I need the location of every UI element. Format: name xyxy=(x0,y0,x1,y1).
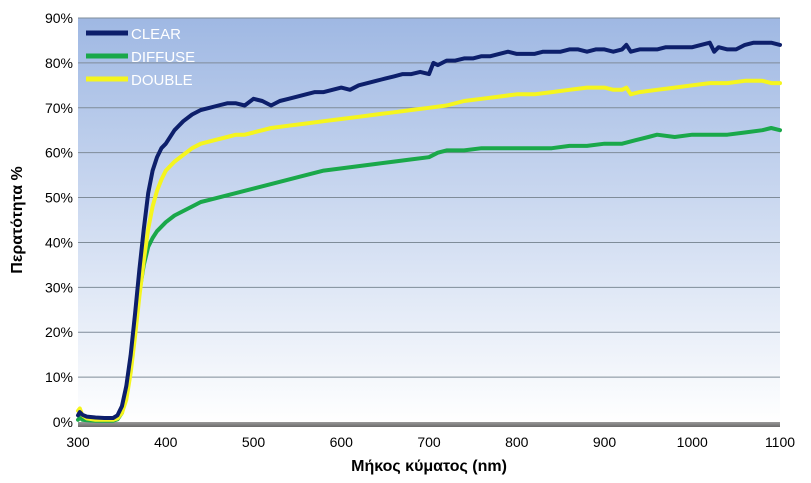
y-tick-label-10: 10% xyxy=(45,369,73,385)
series-line-double xyxy=(76,78,782,422)
y-tick-label-0: 0% xyxy=(53,414,73,430)
legend-label-diffuse: DIFFUSE xyxy=(131,49,195,66)
y-tick-label-90: 90% xyxy=(45,10,73,26)
y-tick-label-80: 80% xyxy=(45,55,73,71)
x-tick-label-400: 400 xyxy=(154,434,178,450)
x-tick-label-1000: 1000 xyxy=(677,434,708,450)
x-tick-label-900: 900 xyxy=(593,434,617,450)
x-axis-title: Μήκος κύματος (nm) xyxy=(351,458,507,475)
y-tick-label-60: 60% xyxy=(45,145,73,161)
legend-label-clear: CLEAR xyxy=(131,26,181,43)
y-tick-label-30: 30% xyxy=(45,279,73,295)
legend: CLEAR DIFFUSE DOUBLE xyxy=(86,26,195,89)
x-tick-label-600: 600 xyxy=(330,434,354,450)
x-tick-label-1100: 1100 xyxy=(765,434,795,450)
x-tick-label-500: 500 xyxy=(242,434,266,450)
y-tick-label-40: 40% xyxy=(45,234,73,250)
x-tick-label-700: 700 xyxy=(417,434,441,450)
plot-floor xyxy=(78,422,780,427)
series-line-clear xyxy=(76,40,782,420)
x-tick-label-300: 300 xyxy=(66,434,90,450)
x-tick-label-800: 800 xyxy=(505,434,529,450)
legend-label-double: DOUBLE xyxy=(131,72,193,89)
y-tick-label-70: 70% xyxy=(45,100,73,116)
y-axis-title: Περατότητα % xyxy=(9,166,26,273)
y-tick-label-20: 20% xyxy=(45,324,73,340)
y-tick-label-50: 50% xyxy=(45,190,73,206)
plot-area xyxy=(78,18,780,423)
